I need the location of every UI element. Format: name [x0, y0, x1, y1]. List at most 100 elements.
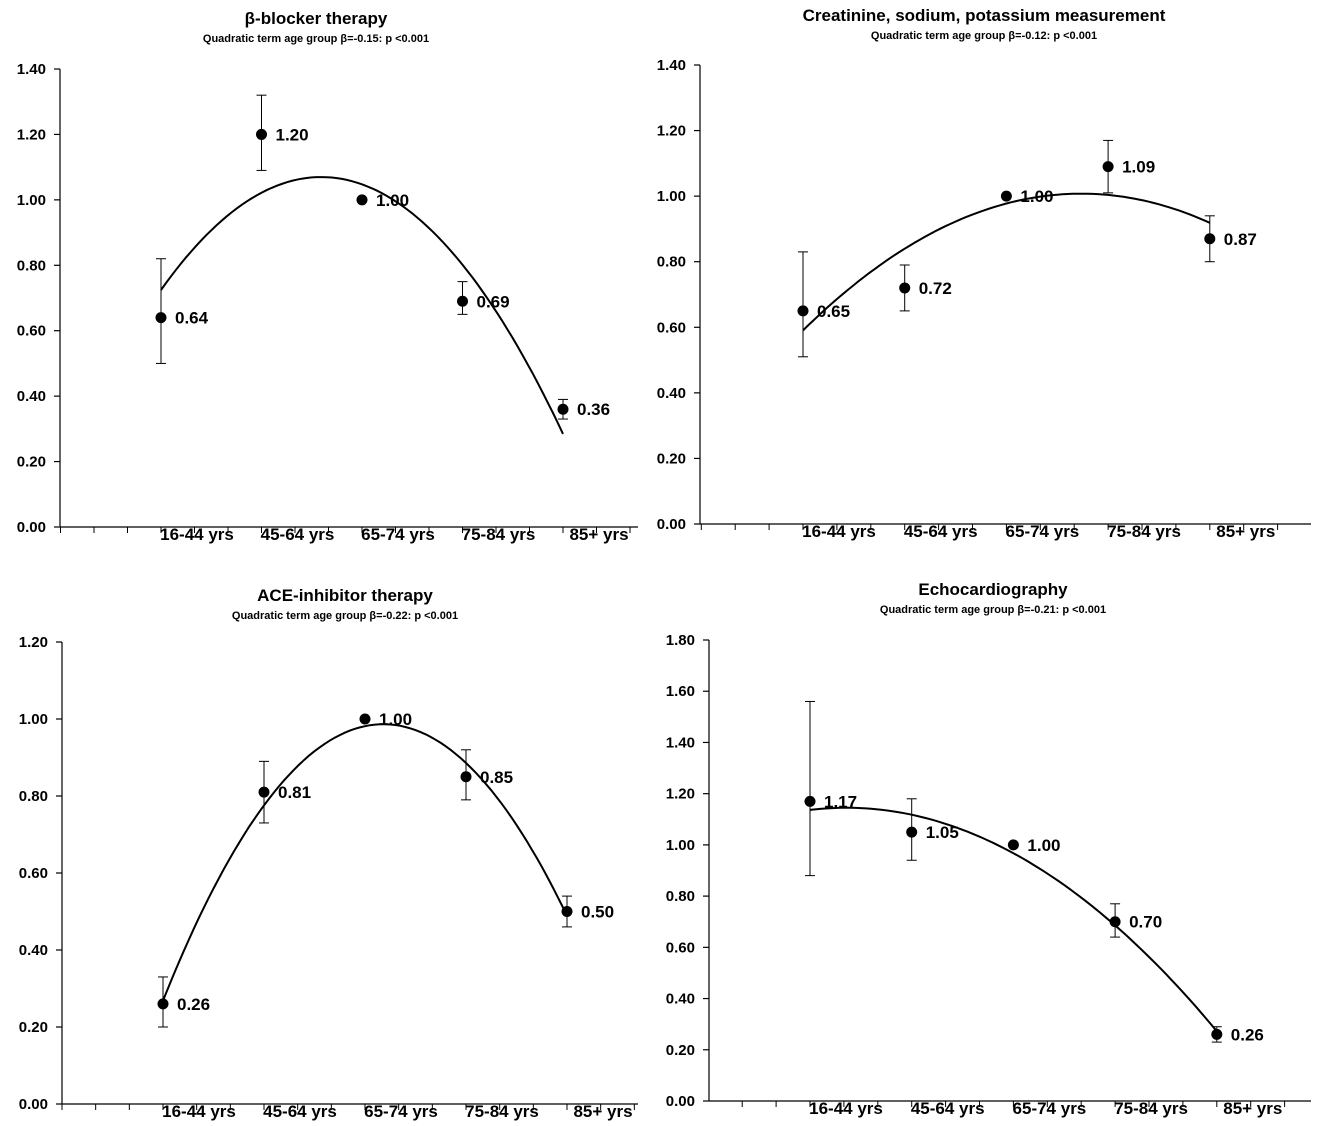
y-tick-label: 0.20	[17, 454, 46, 471]
y-tick-label: 0.80	[657, 254, 686, 271]
y-tick-label: 0.40	[657, 385, 686, 402]
data-label: 0.65	[817, 302, 850, 321]
chart-title: Creatinine, sodium, potassium measuremen…	[803, 6, 1166, 25]
x-tick-label: 45-64 yrs	[263, 1102, 337, 1121]
data-label: 0.70	[1129, 913, 1162, 932]
x-tick-label: 45-64 yrs	[904, 522, 978, 541]
x-tick-label: 16-44 yrs	[802, 522, 876, 541]
data-label: 1.00	[1027, 836, 1060, 855]
x-tick-label: 85+ yrs	[1223, 1099, 1282, 1118]
x-tick-label: 75-84 yrs	[465, 1102, 539, 1121]
data-point	[359, 713, 371, 725]
data-point	[356, 194, 368, 206]
y-tick-label: 1.60	[666, 683, 695, 700]
data-label: 0.69	[477, 292, 510, 311]
chart-subtitle: Quadratic term age group β=-0.12: p <0.0…	[871, 30, 1097, 42]
data-point	[899, 282, 911, 294]
chart-title: β-blocker therapy	[245, 9, 388, 28]
data-label: 0.72	[919, 279, 952, 298]
y-tick-label: 0.80	[19, 788, 48, 805]
fitted-curve	[809, 806, 1218, 1032]
y-tick-label: 0.40	[666, 991, 695, 1008]
data-point	[1211, 1028, 1223, 1040]
x-tick-label: 16-44 yrs	[162, 1102, 236, 1121]
data-label: 0.87	[1224, 230, 1257, 249]
data-point	[157, 998, 169, 1010]
chart-subtitle: Quadratic term age group β=-0.22: p <0.0…	[232, 610, 458, 622]
y-tick-label: 1.40	[666, 734, 695, 751]
data-label: 1.05	[926, 823, 959, 842]
x-tick-label: 45-64 yrs	[261, 525, 335, 544]
data-label: 0.81	[278, 783, 311, 802]
fitted-curve	[802, 192, 1211, 332]
y-tick-label: 0.60	[657, 319, 686, 336]
y-tick-label: 0.20	[666, 1042, 695, 1059]
data-label: 1.20	[276, 125, 309, 144]
chart-title: ACE-inhibitor therapy	[257, 586, 433, 605]
data-point	[906, 826, 918, 838]
y-tick-label: 1.00	[666, 837, 695, 854]
data-label: 0.36	[577, 400, 610, 419]
y-tick-label: 0.40	[17, 388, 46, 405]
y-tick-label: 1.00	[17, 192, 46, 209]
x-tick-label: 65-74 yrs	[364, 1102, 438, 1121]
y-tick-label: 0.00	[666, 1093, 695, 1110]
data-label: 1.17	[824, 792, 857, 811]
chart-panel-2: Creatinine, sodium, potassium measuremen…	[657, 6, 1311, 541]
data-point	[797, 305, 809, 317]
data-point	[804, 795, 816, 807]
y-tick-label: 0.00	[17, 519, 46, 536]
data-label: 0.26	[1231, 1025, 1264, 1044]
data-point	[557, 403, 569, 415]
data-point	[1204, 233, 1216, 245]
data-point	[561, 906, 573, 917]
data-label: 1.00	[1020, 187, 1053, 206]
data-point	[1102, 161, 1114, 173]
x-tick-label: 75-84 yrs	[462, 525, 536, 544]
x-tick-label: 65-74 yrs	[361, 525, 435, 544]
x-tick-label: 16-44 yrs	[160, 525, 234, 544]
fitted-curve	[160, 176, 564, 435]
data-label: 0.64	[175, 309, 209, 328]
x-tick-label: 85+ yrs	[573, 1102, 632, 1121]
x-tick-label: 45-64 yrs	[911, 1099, 985, 1118]
y-tick-label: 1.40	[17, 61, 46, 78]
data-point	[457, 295, 468, 307]
data-point	[1000, 190, 1012, 202]
y-tick-label: 1.00	[657, 188, 686, 205]
chart-panel-1: β-blocker therapy Quadratic term age grou…	[17, 9, 638, 544]
chart-subtitle: Quadratic term age group β=-0.21: p <0.0…	[880, 604, 1106, 616]
data-label: 0.26	[177, 995, 210, 1014]
y-tick-label: 1.80	[666, 632, 695, 649]
x-tick-label: 65-74 yrs	[1013, 1099, 1087, 1118]
data-point	[1109, 916, 1121, 928]
data-label: 0.50	[581, 903, 614, 922]
chart-panel-4: Echocardiography Quadratic term age group…	[666, 580, 1311, 1118]
y-tick-label: 1.40	[657, 57, 686, 74]
y-tick-label: 0.80	[666, 888, 695, 905]
x-tick-label: 75-84 yrs	[1114, 1099, 1188, 1118]
x-tick-label: 65-74 yrs	[1006, 522, 1080, 541]
data-label: 1.09	[1122, 158, 1155, 177]
y-tick-label: 0.60	[666, 939, 695, 956]
y-tick-label: 0.00	[657, 516, 686, 533]
y-tick-label: 1.20	[19, 634, 48, 651]
chart-panel-3: ACE-inhibitor therapy Quadratic term age …	[19, 586, 638, 1121]
data-point	[460, 771, 472, 783]
data-point	[256, 128, 267, 140]
y-tick-label: 1.20	[657, 123, 686, 140]
y-tick-label: 1.20	[17, 126, 46, 143]
data-point	[258, 786, 270, 798]
y-tick-label: 1.00	[19, 711, 48, 728]
y-tick-label: 0.60	[19, 865, 48, 882]
y-tick-label: 0.60	[17, 323, 46, 340]
x-tick-label: 85+ yrs	[1216, 522, 1275, 541]
x-tick-label: 85+ yrs	[569, 525, 628, 544]
y-tick-label: 0.00	[19, 1096, 48, 1113]
data-label: 1.00	[376, 191, 409, 210]
chart-subtitle: Quadratic term age group β=-0.15: p <0.0…	[203, 33, 429, 45]
data-label: 1.00	[379, 710, 412, 729]
data-point	[155, 312, 167, 324]
